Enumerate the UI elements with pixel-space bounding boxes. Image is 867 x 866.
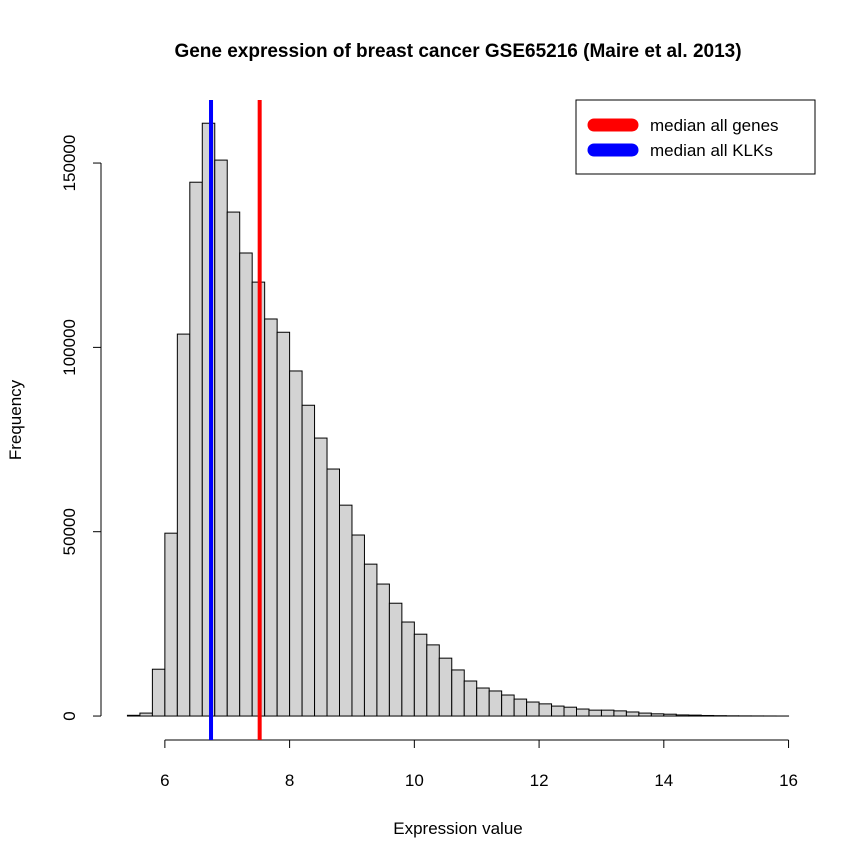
bar <box>613 710 627 717</box>
bar <box>214 159 228 717</box>
x-tick-label: 14 <box>654 771 673 790</box>
bar <box>563 706 578 717</box>
bar <box>388 602 403 717</box>
legend-label: median all genes <box>650 116 779 135</box>
x-tick-label: 10 <box>405 771 424 790</box>
bar <box>501 694 515 717</box>
bar <box>513 698 528 717</box>
bar <box>526 701 540 717</box>
bar <box>301 404 316 717</box>
x-tick-label: 12 <box>530 771 549 790</box>
bar <box>363 563 378 717</box>
x-tick-label: 16 <box>779 771 798 790</box>
chart-title: Gene expression of breast cancer GSE6521… <box>174 41 741 62</box>
bar <box>551 705 565 717</box>
bar <box>476 687 490 717</box>
bar <box>276 331 291 717</box>
bar <box>413 633 428 717</box>
bar <box>326 468 340 717</box>
bar <box>164 532 178 717</box>
bar <box>600 709 615 717</box>
bar <box>151 668 166 717</box>
bar <box>239 252 253 717</box>
y-tick-label: 0 <box>60 711 79 720</box>
y-axis-label: Frequency <box>6 379 25 460</box>
bar <box>438 657 453 717</box>
bar <box>576 708 590 717</box>
bar <box>663 713 677 717</box>
bar <box>625 711 640 717</box>
y-tick-label: 100000 <box>60 319 79 376</box>
bar <box>688 714 702 717</box>
bar <box>538 703 553 717</box>
bar <box>351 534 365 717</box>
bar <box>189 181 203 717</box>
x-axis-label: Expression value <box>393 819 522 838</box>
bar <box>139 712 153 717</box>
bar <box>675 714 690 717</box>
bar <box>488 690 503 717</box>
bar <box>451 669 465 717</box>
legend-box <box>575 99 816 175</box>
bar <box>426 644 440 717</box>
bar <box>176 333 191 717</box>
x-tick-label: 8 <box>285 771 294 790</box>
bar <box>126 714 141 717</box>
bar <box>463 680 478 717</box>
bar <box>588 709 602 717</box>
bar <box>376 583 390 717</box>
bar <box>700 714 715 717</box>
bar <box>314 437 328 717</box>
bar <box>338 504 353 717</box>
bar <box>638 712 652 717</box>
bar <box>226 211 241 717</box>
y-tick-label: 150000 <box>60 135 79 192</box>
legend-label: median all KLKs <box>650 141 773 160</box>
x-tick-label: 6 <box>160 771 169 790</box>
bar <box>650 713 665 717</box>
bar <box>289 370 303 717</box>
y-tick-label: 50000 <box>60 508 79 555</box>
bar <box>264 318 278 717</box>
bar <box>401 621 415 717</box>
